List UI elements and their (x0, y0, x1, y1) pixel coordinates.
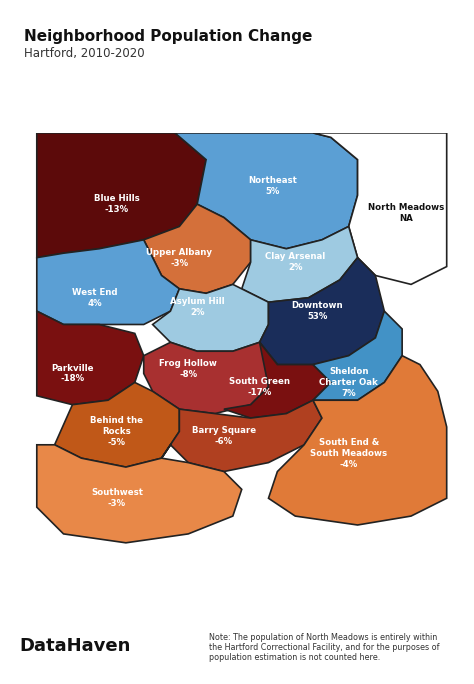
Text: Behind the
Rocks
-5%: Behind the Rocks -5% (91, 416, 144, 447)
Polygon shape (153, 285, 268, 351)
Polygon shape (37, 240, 179, 324)
Text: Asylum Hill
2%: Asylum Hill 2% (170, 297, 225, 317)
Text: Hartford, 2010-2020: Hartford, 2010-2020 (24, 47, 144, 60)
Polygon shape (260, 258, 384, 365)
Text: Sheldon
Charter Oak
7%: Sheldon Charter Oak 7% (319, 367, 378, 397)
Polygon shape (268, 356, 447, 525)
Polygon shape (37, 445, 242, 543)
Polygon shape (55, 382, 179, 467)
Text: Blue Hills
-13%: Blue Hills -13% (94, 194, 140, 214)
Text: South End &
South Meadows
-4%: South End & South Meadows -4% (310, 438, 387, 469)
Polygon shape (144, 205, 251, 293)
Text: Note: The population of North Meadows is entirely within
the Hartford Correction: Note: The population of North Meadows is… (209, 633, 439, 663)
Polygon shape (242, 226, 357, 302)
Polygon shape (37, 311, 144, 405)
Polygon shape (37, 133, 206, 258)
Polygon shape (144, 342, 277, 414)
Text: Downtown
53%: Downtown 53% (292, 301, 343, 321)
Text: Frog Hollow
-8%: Frog Hollow -8% (159, 359, 217, 379)
Text: Clay Arsenal
2%: Clay Arsenal 2% (265, 252, 325, 272)
Polygon shape (175, 133, 357, 249)
Text: North Meadows
NA: North Meadows NA (368, 203, 445, 223)
Text: West End
4%: West End 4% (72, 288, 118, 308)
Text: Upper Albany
-3%: Upper Albany -3% (146, 248, 212, 267)
Polygon shape (162, 400, 322, 471)
Text: Southwest
-3%: Southwest -3% (91, 488, 143, 508)
Polygon shape (313, 133, 447, 285)
Polygon shape (224, 342, 331, 418)
Text: Neighborhood Population Change: Neighborhood Population Change (24, 29, 312, 44)
Polygon shape (313, 311, 402, 400)
Text: DataHaven: DataHaven (19, 637, 130, 655)
Text: Barry Square
-6%: Barry Square -6% (192, 426, 256, 446)
Text: South Green
-17%: South Green -17% (229, 377, 290, 397)
Text: Northeast
5%: Northeast 5% (248, 176, 297, 196)
Text: Parkville
-18%: Parkville -18% (51, 364, 94, 383)
